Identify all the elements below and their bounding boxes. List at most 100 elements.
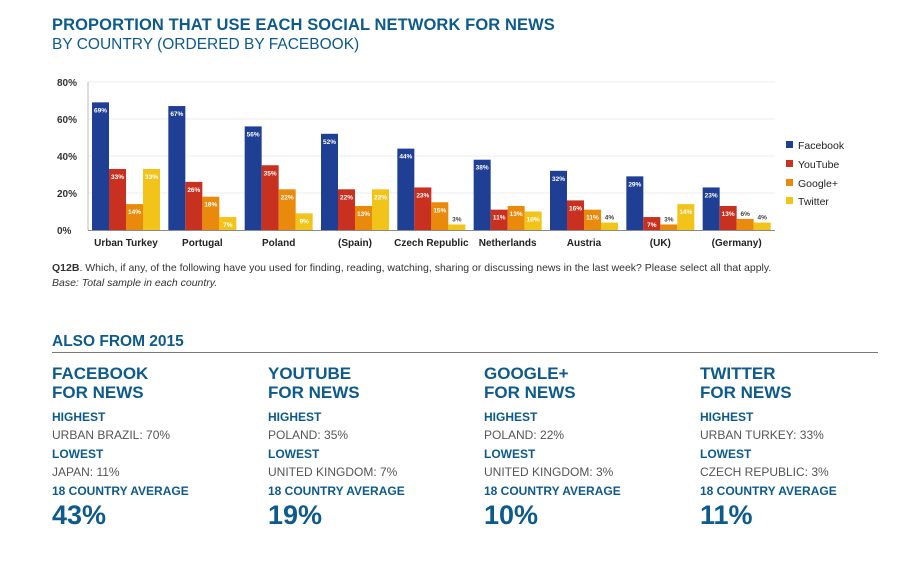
x-tick-label: (UK)	[650, 238, 671, 249]
x-tick-label: Portugal	[182, 238, 223, 249]
bar-value-label: 16%	[569, 205, 582, 212]
stat-title: YOUTUBE	[268, 364, 352, 383]
bar-google	[355, 205, 372, 230]
bar-facebook	[702, 187, 720, 230]
highest-value: URBAN BRAZIL: 70%	[52, 428, 171, 442]
bar-youtube	[567, 200, 584, 230]
x-tick-label: Netherlands	[479, 238, 537, 249]
bar-twitter	[448, 224, 466, 230]
bar-value-label: 13%	[357, 211, 370, 218]
also-from-heading: ALSO FROM 2015	[52, 333, 184, 350]
bar-youtube	[185, 181, 203, 230]
bar-value-label: 4%	[757, 215, 767, 222]
x-tick-label: Urban Turkey	[94, 238, 158, 249]
bar-value-label: 3%	[452, 216, 462, 223]
bar-value-label: 9%	[299, 218, 309, 225]
legend-swatch	[786, 197, 793, 204]
lowest-value: UNITED KINGDOM: 3%	[484, 465, 614, 479]
x-tick-label: Czech Republic	[394, 238, 469, 249]
bar-value-label: 7%	[647, 222, 657, 229]
bar-value-label: 33%	[111, 174, 124, 181]
bar-twitter	[524, 211, 542, 230]
bar-value-label: 33%	[145, 174, 158, 181]
y-tick-label: 40%	[57, 152, 77, 163]
stat-title-sub: FOR NEWS	[484, 383, 576, 402]
bar-value-label: 18%	[204, 202, 217, 209]
bar-facebook	[321, 133, 338, 230]
stat-column-youtube: YOUTUBE FOR NEWS HIGHEST POLAND: 35% LOW…	[268, 364, 468, 530]
lowest-value: CZECH REPUBLIC: 3%	[700, 465, 829, 479]
stat-title: TWITTER	[700, 364, 776, 383]
base-footnote: Base: Total sample in each country.	[52, 277, 218, 289]
y-tick-label: 20%	[57, 189, 77, 200]
x-tick-label: Austria	[567, 238, 602, 249]
lowest-value: UNITED KINGDOM: 7%	[268, 465, 398, 479]
bar-value-label: 32%	[552, 176, 565, 183]
bar-twitter	[677, 204, 695, 230]
legend-swatch	[786, 141, 793, 148]
legend-swatch	[786, 160, 793, 167]
stat-column-twitter: TWITTER FOR NEWS HIGHEST URBAN TURKEY: 3…	[700, 364, 900, 530]
highest-value: POLAND: 35%	[268, 428, 349, 442]
bar-value-label: 22%	[374, 194, 387, 201]
stat-title: GOOGLE+	[484, 364, 569, 383]
highest-label: HIGHEST	[52, 410, 106, 424]
legend-label: YouTube	[798, 159, 840, 171]
average-value: 10%	[484, 500, 539, 530]
bar-facebook	[92, 102, 109, 230]
bar-youtube	[643, 217, 661, 230]
legend-item-youtube: YouTube	[786, 159, 839, 171]
legend-item-twitter: Twitter	[786, 196, 829, 208]
legend-item-facebook: Facebook	[786, 140, 844, 152]
bar-twitter	[601, 222, 618, 230]
bar-value-label: 23%	[416, 192, 429, 199]
bar-facebook	[168, 106, 186, 230]
bar-google	[507, 205, 525, 230]
bar-chart: 0% 20% 40% 60% 80% 69% 33% 14% 33% Urban Turkey 67…	[57, 78, 775, 249]
bar-value-label: 23%	[705, 192, 718, 199]
bar-value-label: 67%	[170, 111, 183, 118]
highest-value: URBAN TURKEY: 33%	[700, 428, 824, 442]
stat-column-facebook: FACEBOOK FOR NEWS HIGHEST URBAN BRAZIL: …	[52, 364, 252, 530]
bar-value-label: 29%	[628, 181, 641, 188]
bar-value-label: 14%	[128, 209, 141, 216]
bar-value-label: 15%	[433, 207, 446, 214]
lowest-label: LOWEST	[484, 447, 536, 461]
bar-value-label: 14%	[679, 209, 692, 216]
chart-title: PROPORTION THAT USE EACH SOCIAL NETWORK …	[52, 16, 555, 34]
average-label: 18 COUNTRY AVERAGE	[52, 484, 189, 498]
bar-facebook	[473, 159, 491, 230]
bar-twitter	[219, 217, 237, 230]
average-label: 18 COUNTRY AVERAGE	[700, 484, 837, 498]
x-tick-label: (Spain)	[338, 238, 372, 249]
lowest-value: JAPAN: 11%	[52, 465, 120, 479]
bar-facebook	[550, 170, 567, 230]
bar-value-label: 4%	[605, 215, 615, 222]
bar-value-label: 13%	[510, 211, 523, 218]
y-tick-label: 60%	[57, 115, 77, 126]
x-tick-label: (Germany)	[712, 238, 762, 249]
bar-google	[278, 189, 296, 230]
bar-youtube	[490, 209, 508, 230]
section-divider	[52, 352, 878, 353]
average-value: 43%	[52, 500, 107, 530]
bar-value-label: 13%	[722, 211, 735, 218]
bar-twitter	[143, 168, 160, 230]
bar-value-label: 3%	[664, 216, 674, 223]
highest-label: HIGHEST	[268, 410, 322, 424]
bar-youtube	[414, 187, 432, 230]
highest-label: HIGHEST	[484, 410, 538, 424]
bar-value-label: 44%	[399, 154, 412, 161]
bar-google	[736, 218, 754, 230]
bar-value-label: 7%	[223, 222, 233, 229]
question-code: Q12B	[52, 262, 80, 274]
bar-value-label: 52%	[323, 139, 336, 146]
average-value: 11%	[700, 500, 753, 530]
average-value: 19%	[268, 500, 323, 530]
bar-value-label: 69%	[94, 107, 107, 114]
bar-facebook	[244, 126, 262, 230]
bar-value-label: 22%	[281, 194, 294, 201]
bar-value-label: 35%	[264, 170, 277, 177]
legend-item-googleplus: Google+	[786, 178, 838, 190]
lowest-label: LOWEST	[268, 447, 320, 461]
